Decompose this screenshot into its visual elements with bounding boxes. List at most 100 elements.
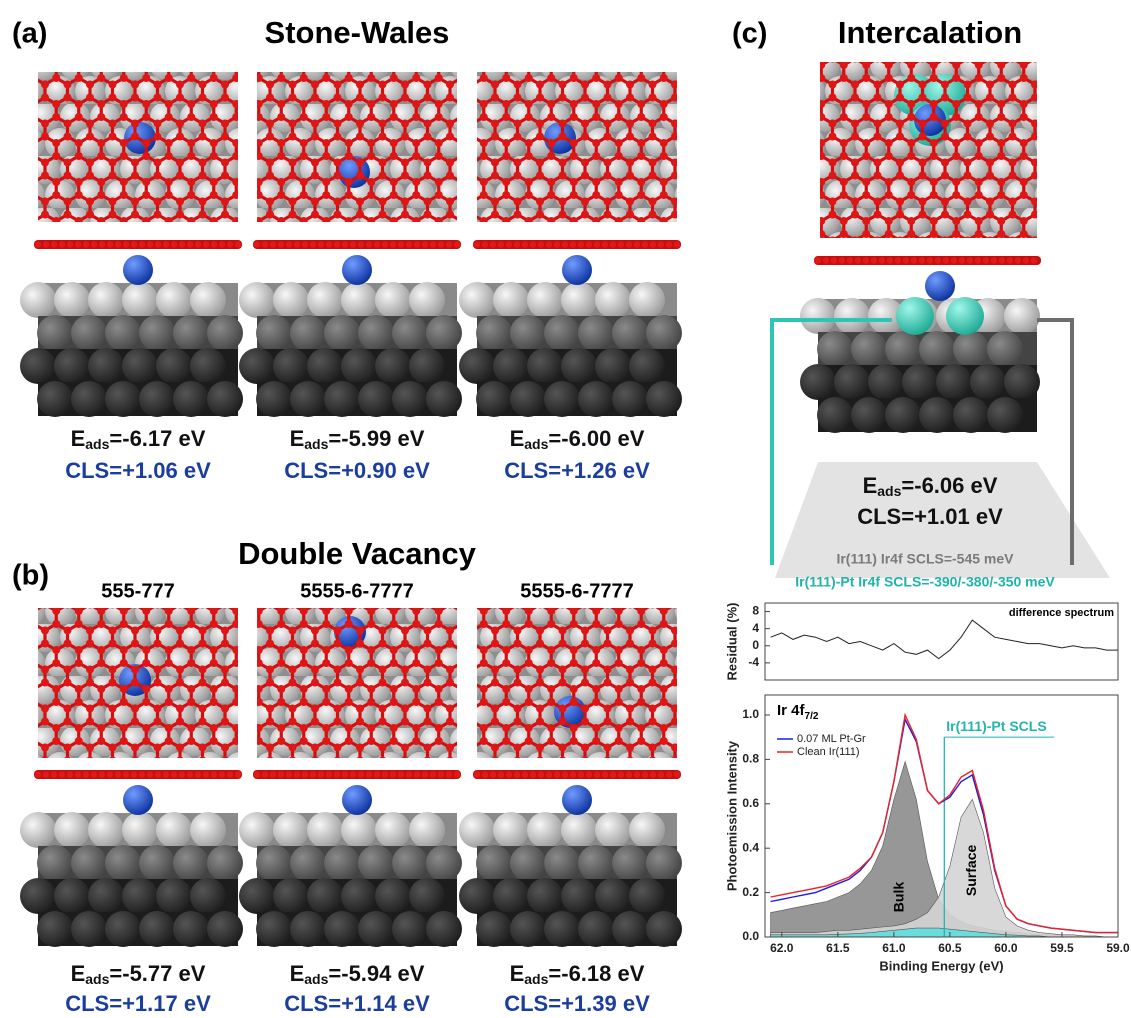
slab-atom	[324, 911, 360, 947]
top-view	[820, 62, 1037, 238]
c-atom	[578, 771, 584, 777]
c-atom	[390, 241, 396, 247]
c-atom	[490, 241, 496, 247]
slab-atom	[156, 348, 192, 384]
slab-atom	[307, 878, 343, 914]
c-atom	[163, 771, 169, 777]
c-atom	[546, 241, 552, 247]
top-view	[38, 72, 238, 222]
c-atom	[967, 257, 973, 263]
adsorption-energy: Eads=-5.77 eV	[71, 961, 206, 987]
slab-atom	[1004, 364, 1040, 400]
c-atom	[578, 241, 584, 247]
slab-atom	[510, 911, 546, 947]
c-atom	[430, 771, 436, 777]
slab-atom	[307, 348, 343, 384]
slab-atom	[190, 282, 226, 318]
c-atom	[562, 241, 568, 247]
c-atom	[871, 257, 877, 263]
side-view	[20, 240, 243, 417]
c-atom	[658, 241, 664, 247]
slab-atom	[612, 845, 648, 881]
c-atom	[839, 257, 845, 263]
slab-atom	[409, 878, 445, 914]
e-value: =-6.00 eV	[548, 426, 644, 451]
adatom	[342, 255, 372, 285]
c-atom	[350, 771, 356, 777]
c-atom	[935, 257, 941, 263]
slab-atom	[646, 911, 682, 947]
c-atom	[530, 771, 536, 777]
e-value: =-6.18 eV	[548, 961, 644, 986]
e-value: =-5.77 eV	[109, 961, 205, 986]
e-symbol: E	[510, 426, 525, 451]
c-atom	[155, 771, 161, 777]
c-atom	[927, 257, 933, 263]
c-atom	[147, 771, 153, 777]
slab-atom	[156, 812, 192, 848]
slab-atom	[392, 315, 428, 351]
slab-atom	[987, 397, 1023, 433]
c-atom	[179, 771, 185, 777]
side-view	[239, 240, 462, 417]
e-subscript: ads	[524, 436, 548, 452]
c-atom	[430, 241, 436, 247]
slab-atom	[1004, 298, 1040, 334]
c-atom	[586, 771, 592, 777]
side-view	[459, 770, 682, 947]
c-atom	[991, 257, 997, 263]
slab-atom	[493, 282, 529, 318]
c-atom	[674, 241, 680, 247]
c-atom	[139, 241, 145, 247]
adsorption-energy: Eads=-6.00 eV	[510, 426, 645, 452]
slab-atom	[646, 315, 682, 351]
slab-atom	[324, 381, 360, 417]
c-atom	[139, 771, 145, 777]
slab-atom	[919, 331, 955, 367]
slab-atom	[54, 348, 90, 384]
c-atom	[294, 241, 300, 247]
slab-atom	[646, 845, 682, 881]
c-atom	[514, 241, 520, 247]
c-atom	[586, 241, 592, 247]
slab-atom	[122, 878, 158, 914]
core-level-shift: CLS=+1.06 eV	[65, 458, 211, 483]
c-atom	[626, 771, 632, 777]
c-atom	[219, 771, 225, 777]
slab-atom	[629, 282, 665, 318]
slab-atom	[358, 381, 394, 417]
c-atom	[919, 257, 925, 263]
c-atom	[163, 241, 169, 247]
c-atom	[1023, 257, 1029, 263]
slab-atom	[459, 282, 495, 318]
graphene-side	[253, 770, 461, 779]
slab-atom	[88, 282, 124, 318]
c-atom	[626, 241, 632, 247]
legend-label: Clean Ir(111)	[797, 746, 860, 758]
c-atom	[211, 241, 217, 247]
slab-atom	[239, 348, 275, 384]
slab-atom	[190, 348, 226, 384]
slab-atom	[561, 878, 597, 914]
slab-atom	[105, 381, 141, 417]
chart-title: Ir 4f7/2	[777, 702, 819, 722]
c-atom	[959, 257, 965, 263]
c-atom	[983, 257, 989, 263]
e-subscript: ads	[85, 971, 109, 987]
c-atom	[650, 241, 656, 247]
c-atom	[358, 241, 364, 247]
slab-atom	[527, 878, 563, 914]
slab-atom	[987, 331, 1023, 367]
slab-atom	[54, 812, 90, 848]
c-atom	[51, 241, 57, 247]
graphene	[257, 72, 457, 222]
slab-atom	[273, 812, 309, 848]
e-symbol: E	[71, 426, 86, 451]
c-atom	[546, 771, 552, 777]
c-atom	[554, 241, 560, 247]
structure-name: 5555-6-7777	[520, 580, 633, 602]
c-atom	[366, 771, 372, 777]
y-tick-label: 4	[752, 621, 759, 635]
c-atom	[454, 771, 460, 777]
c-atom	[91, 771, 97, 777]
